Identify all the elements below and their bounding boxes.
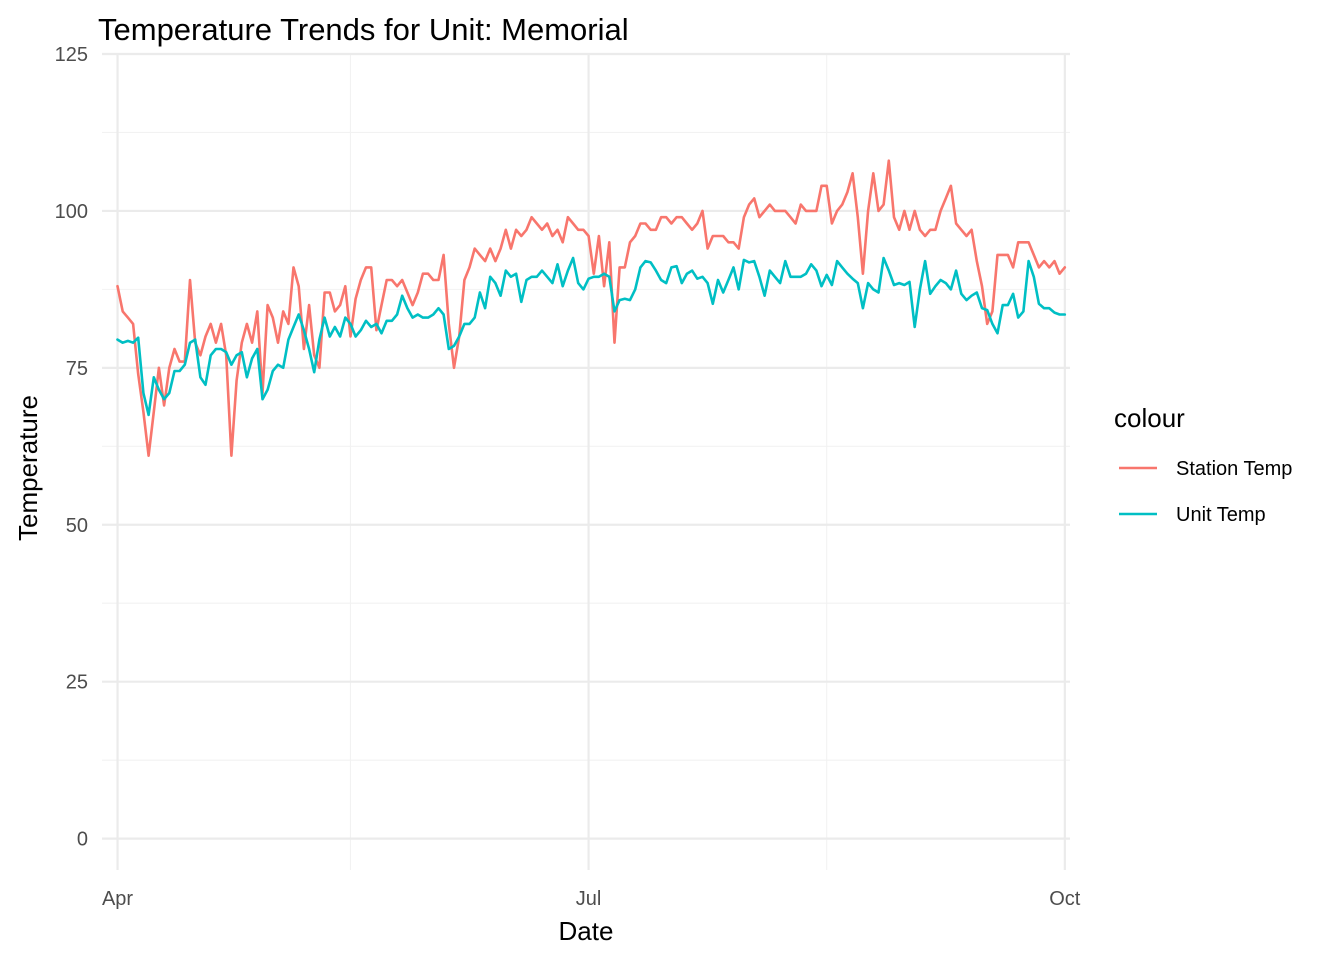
x-tick-label: Jul: [576, 888, 602, 910]
x-axis-tick-labels: Apr Jul Oct: [102, 888, 1081, 910]
legend-label-unit-temp: Unit Temp: [1176, 504, 1266, 526]
legend: colour Station Temp Unit Temp: [1114, 403, 1292, 526]
legend-label-station-temp: Station Temp: [1176, 458, 1292, 480]
legend-title: colour: [1114, 403, 1185, 433]
y-tick-label: 125: [55, 44, 88, 66]
series-line-unit-temp: [116, 256, 1067, 417]
x-tick-label: Apr: [102, 888, 133, 910]
x-tick-label: Oct: [1049, 888, 1081, 910]
y-tick-label: 100: [55, 201, 88, 223]
x-axis-title: Date: [559, 916, 614, 946]
series-lines: [116, 159, 1067, 457]
y-tick-label: 0: [77, 829, 88, 851]
y-axis-title: Temperature: [13, 395, 43, 541]
y-axis-tick-labels: 0 25 50 75 100 125: [55, 44, 88, 851]
chart-title: Temperature Trends for Unit: Memorial: [98, 12, 629, 47]
y-tick-label: 50: [66, 515, 88, 537]
y-tick-label: 75: [66, 358, 88, 380]
y-tick-label: 25: [66, 672, 88, 694]
series-line-station-temp: [116, 159, 1067, 457]
grid-lines: [102, 52, 1070, 870]
